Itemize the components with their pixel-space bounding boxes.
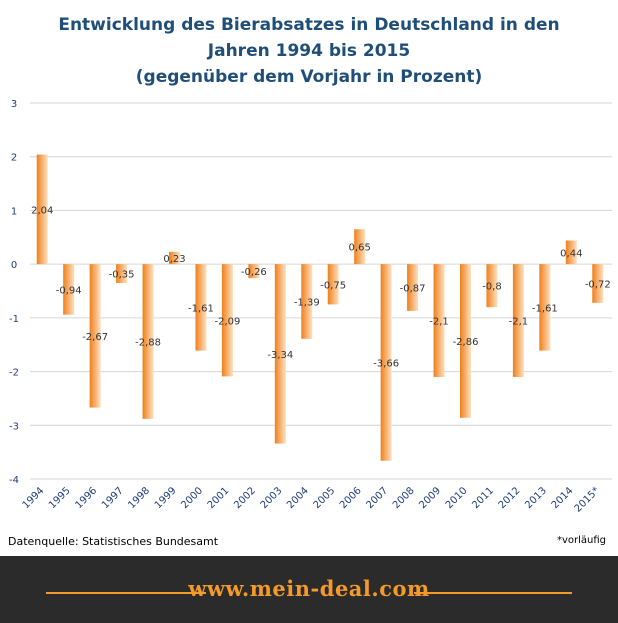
- chart-title-line-2: Jahren 1994 bis 2015: [207, 41, 410, 61]
- bar-2013: [539, 264, 551, 351]
- bar-2004: [301, 264, 313, 339]
- data-label: -3,66: [373, 358, 399, 369]
- data-label: -0,26: [241, 267, 267, 278]
- data-source-note: Datenquelle: Statistisches Bundesamt: [8, 535, 219, 548]
- footer-brand-link[interactable]: www.mein-deal.com: [188, 576, 430, 601]
- data-label: -0,8: [482, 282, 502, 293]
- data-label: -0,94: [56, 285, 82, 296]
- x-tick-label: 2003: [259, 485, 285, 511]
- x-tick-label: 2013: [523, 485, 549, 511]
- bar-2008: [407, 264, 419, 311]
- bars: [36, 154, 604, 461]
- data-label: 0,65: [349, 243, 371, 254]
- bar-2014: [565, 240, 577, 265]
- x-tick-label: 2006: [338, 485, 364, 511]
- data-label: -0,72: [585, 279, 611, 290]
- bar-1995: [63, 264, 75, 315]
- x-tick-label: 2005: [312, 485, 338, 511]
- bar-2000: [195, 264, 207, 351]
- data-label: -2,1: [509, 317, 529, 328]
- bar-2002: [248, 264, 260, 279]
- bar-2005: [327, 264, 339, 305]
- data-label: -1,61: [532, 303, 558, 314]
- x-axis-ticks: 1994 1995 1996 1997 1998 1999 2000 2001 2002 2003…: [21, 485, 602, 514]
- y-tick-label: 3: [11, 99, 17, 110]
- bar-2006: [354, 229, 366, 265]
- chart-title-line-1: Entwicklung des Bierabsatzes in Deutschl…: [58, 15, 559, 35]
- x-tick-label: 2004: [285, 485, 311, 511]
- bar-2011: [486, 264, 498, 308]
- bar-1994: [36, 154, 48, 265]
- data-label: -2,09: [214, 316, 240, 327]
- data-label: -3,34: [267, 350, 293, 361]
- x-tick-label: 2012: [497, 485, 523, 511]
- y-tick-label: -2: [9, 368, 19, 379]
- x-tick-label: 2015*: [573, 485, 602, 514]
- bar-2010: [460, 264, 471, 418]
- bar-2015: [592, 264, 604, 303]
- footnote: *vorläufig: [556, 535, 606, 546]
- x-tick-label: 2011: [470, 485, 496, 511]
- data-label: -0,75: [320, 280, 346, 291]
- x-tick-label: 1996: [73, 485, 99, 511]
- bar-1996: [89, 264, 101, 408]
- x-tick-label: 1994: [21, 485, 47, 511]
- bar-1997: [116, 264, 128, 283]
- x-tick-label: 1997: [100, 485, 126, 511]
- bar-2003: [274, 264, 286, 444]
- bar-2001: [221, 264, 233, 377]
- y-tick-label: -1: [9, 314, 19, 325]
- x-tick-label: 2002: [232, 485, 258, 511]
- x-tick-label: 1995: [47, 485, 73, 511]
- bar-1998: [142, 264, 154, 419]
- bar-2007: [380, 264, 392, 461]
- y-tick-label: 2: [11, 153, 17, 164]
- x-tick-label: 2009: [417, 485, 443, 511]
- bar-1999: [169, 251, 180, 265]
- data-label: -1,61: [188, 303, 214, 314]
- data-label: -2,86: [453, 337, 479, 348]
- data-label: 0,44: [560, 248, 582, 259]
- data-label: -2,88: [135, 337, 161, 348]
- chart-title-line-3: (gegenüber dem Vorjahr in Prozent): [136, 67, 483, 87]
- y-tick-label: -4: [9, 475, 19, 486]
- data-label: -2,67: [82, 332, 108, 343]
- data-label: -1,39: [294, 297, 320, 308]
- y-tick-label: 1: [11, 206, 17, 217]
- bar-2012: [512, 264, 524, 377]
- x-tick-label: 1999: [153, 485, 179, 511]
- x-tick-label: 1998: [126, 485, 152, 511]
- footer-rule-left: [46, 592, 206, 594]
- data-label: -0,87: [400, 284, 426, 295]
- footer-banner: www.mein-deal.com: [0, 556, 618, 623]
- data-labels: 2,04-0,94-2,67-0,35-2,880,23-1,61-2,09-0…: [31, 205, 611, 369]
- x-tick-label: 2007: [364, 485, 390, 511]
- y-tick-label: 0: [11, 260, 17, 271]
- x-tick-label: 2008: [391, 485, 417, 511]
- x-tick-label: 2010: [444, 485, 470, 511]
- y-axis-ticks: 3 2 1 0 -1 -2 -3 -4: [9, 99, 19, 486]
- bar-2009: [433, 264, 445, 377]
- y-tick-label: -3: [9, 421, 19, 432]
- bar-chart: Entwicklung des Bierabsatzes in Deutschl…: [9, 15, 612, 515]
- data-label: 0,23: [163, 254, 185, 265]
- data-label: -2,1: [429, 317, 449, 328]
- x-tick-label: 2000: [179, 485, 205, 511]
- data-label: -0,35: [109, 270, 135, 281]
- footer-rule-right: [414, 592, 572, 594]
- data-label: 2,04: [31, 205, 53, 216]
- x-tick-label: 2001: [206, 485, 232, 511]
